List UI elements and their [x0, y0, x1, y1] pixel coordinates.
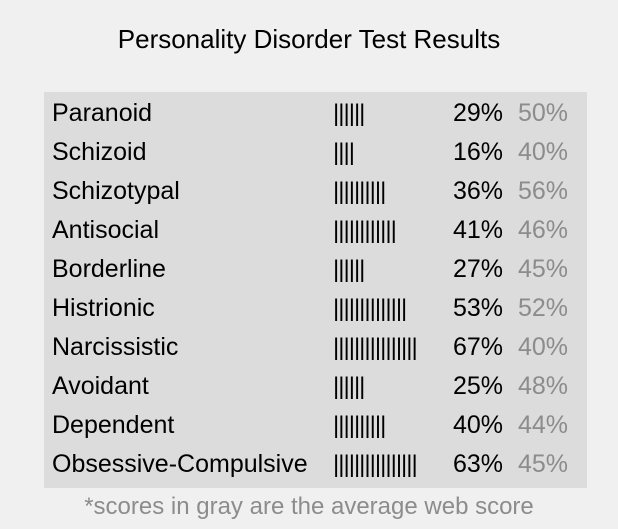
result-row: Dependent |||||||||| 40% 44%	[52, 406, 568, 445]
score-bar: ||||	[333, 138, 355, 166]
result-row: Schizoid |||| 16% 40%	[52, 133, 568, 172]
score-bar: ||||||	[333, 99, 365, 127]
disorder-name: Histrionic	[52, 294, 155, 322]
disorder-name: Avoidant	[52, 372, 149, 400]
disorder-name: Borderline	[52, 255, 166, 283]
score-bar: ||||||	[333, 372, 365, 400]
score: 63%	[452, 450, 503, 478]
score: 41%	[452, 216, 503, 244]
score: 27%	[452, 255, 503, 283]
average-score: 52%	[518, 294, 569, 322]
score-bar: ||||||||||||	[333, 216, 397, 244]
average-score: 40%	[518, 333, 569, 361]
disorder-name: Schizoid	[52, 138, 147, 166]
result-row: Avoidant |||||| 25% 48%	[52, 367, 568, 406]
score-bar: ||||||||||||||||	[333, 333, 418, 361]
average-score: 44%	[518, 411, 569, 439]
score: 29%	[452, 99, 503, 127]
disorder-name: Paranoid	[52, 99, 153, 127]
result-row: Narcissistic |||||||||||||||| 67% 40%	[52, 328, 568, 367]
average-score: 45%	[518, 450, 569, 478]
average-score: 46%	[518, 216, 569, 244]
result-row: Antisocial |||||||||||| 41% 46%	[52, 211, 568, 250]
result-row: Paranoid |||||| 29% 50%	[52, 94, 568, 133]
score: 40%	[452, 411, 503, 439]
score-bar: ||||||||||||||||	[333, 450, 418, 478]
score-bar: ||||||||||||||	[333, 294, 407, 322]
results-box: Paranoid |||||| 29% 50% Schizoid |||| 16% 40% Sc…	[44, 92, 587, 488]
average-score: 45%	[518, 255, 569, 283]
score: 25%	[452, 372, 503, 400]
average-score: 40%	[518, 138, 569, 166]
result-row: Histrionic |||||||||||||| 53% 52%	[52, 289, 568, 328]
score: 53%	[452, 294, 503, 322]
disorder-name: Schizotypal	[52, 177, 180, 205]
score: 36%	[452, 177, 503, 205]
disorder-name: Obsessive-Compulsive	[52, 450, 308, 478]
score-bar: ||||||||||	[333, 177, 386, 205]
title: Personality Disorder Test Results	[117, 24, 501, 54]
disorder-name: Antisocial	[52, 216, 159, 244]
disorder-name: Dependent	[52, 411, 175, 439]
footnote: *scores in gray are the average web scor…	[84, 493, 534, 520]
average-score: 48%	[518, 372, 569, 400]
score: 67%	[452, 333, 503, 361]
results-table: Paranoid |||||| 29% 50% Schizoid |||| 16% 40% Sc…	[52, 94, 568, 484]
score-bar: ||||||	[333, 255, 365, 283]
result-row: Obsessive-Compulsive |||||||||||||||| 63% 4…	[52, 445, 568, 484]
average-score: 56%	[518, 177, 569, 205]
table-body: Paranoid |||||| 29% 50% Schizoid |||| 16% 40% Sc…	[52, 94, 568, 484]
result-row: Schizotypal |||||||||| 36% 56%	[52, 172, 568, 211]
disorder-name: Narcissistic	[52, 333, 179, 361]
average-score: 50%	[518, 99, 569, 127]
result-row: Borderline |||||| 27% 45%	[52, 250, 568, 289]
score-bar: ||||||||||	[333, 411, 386, 439]
score: 16%	[452, 138, 503, 166]
